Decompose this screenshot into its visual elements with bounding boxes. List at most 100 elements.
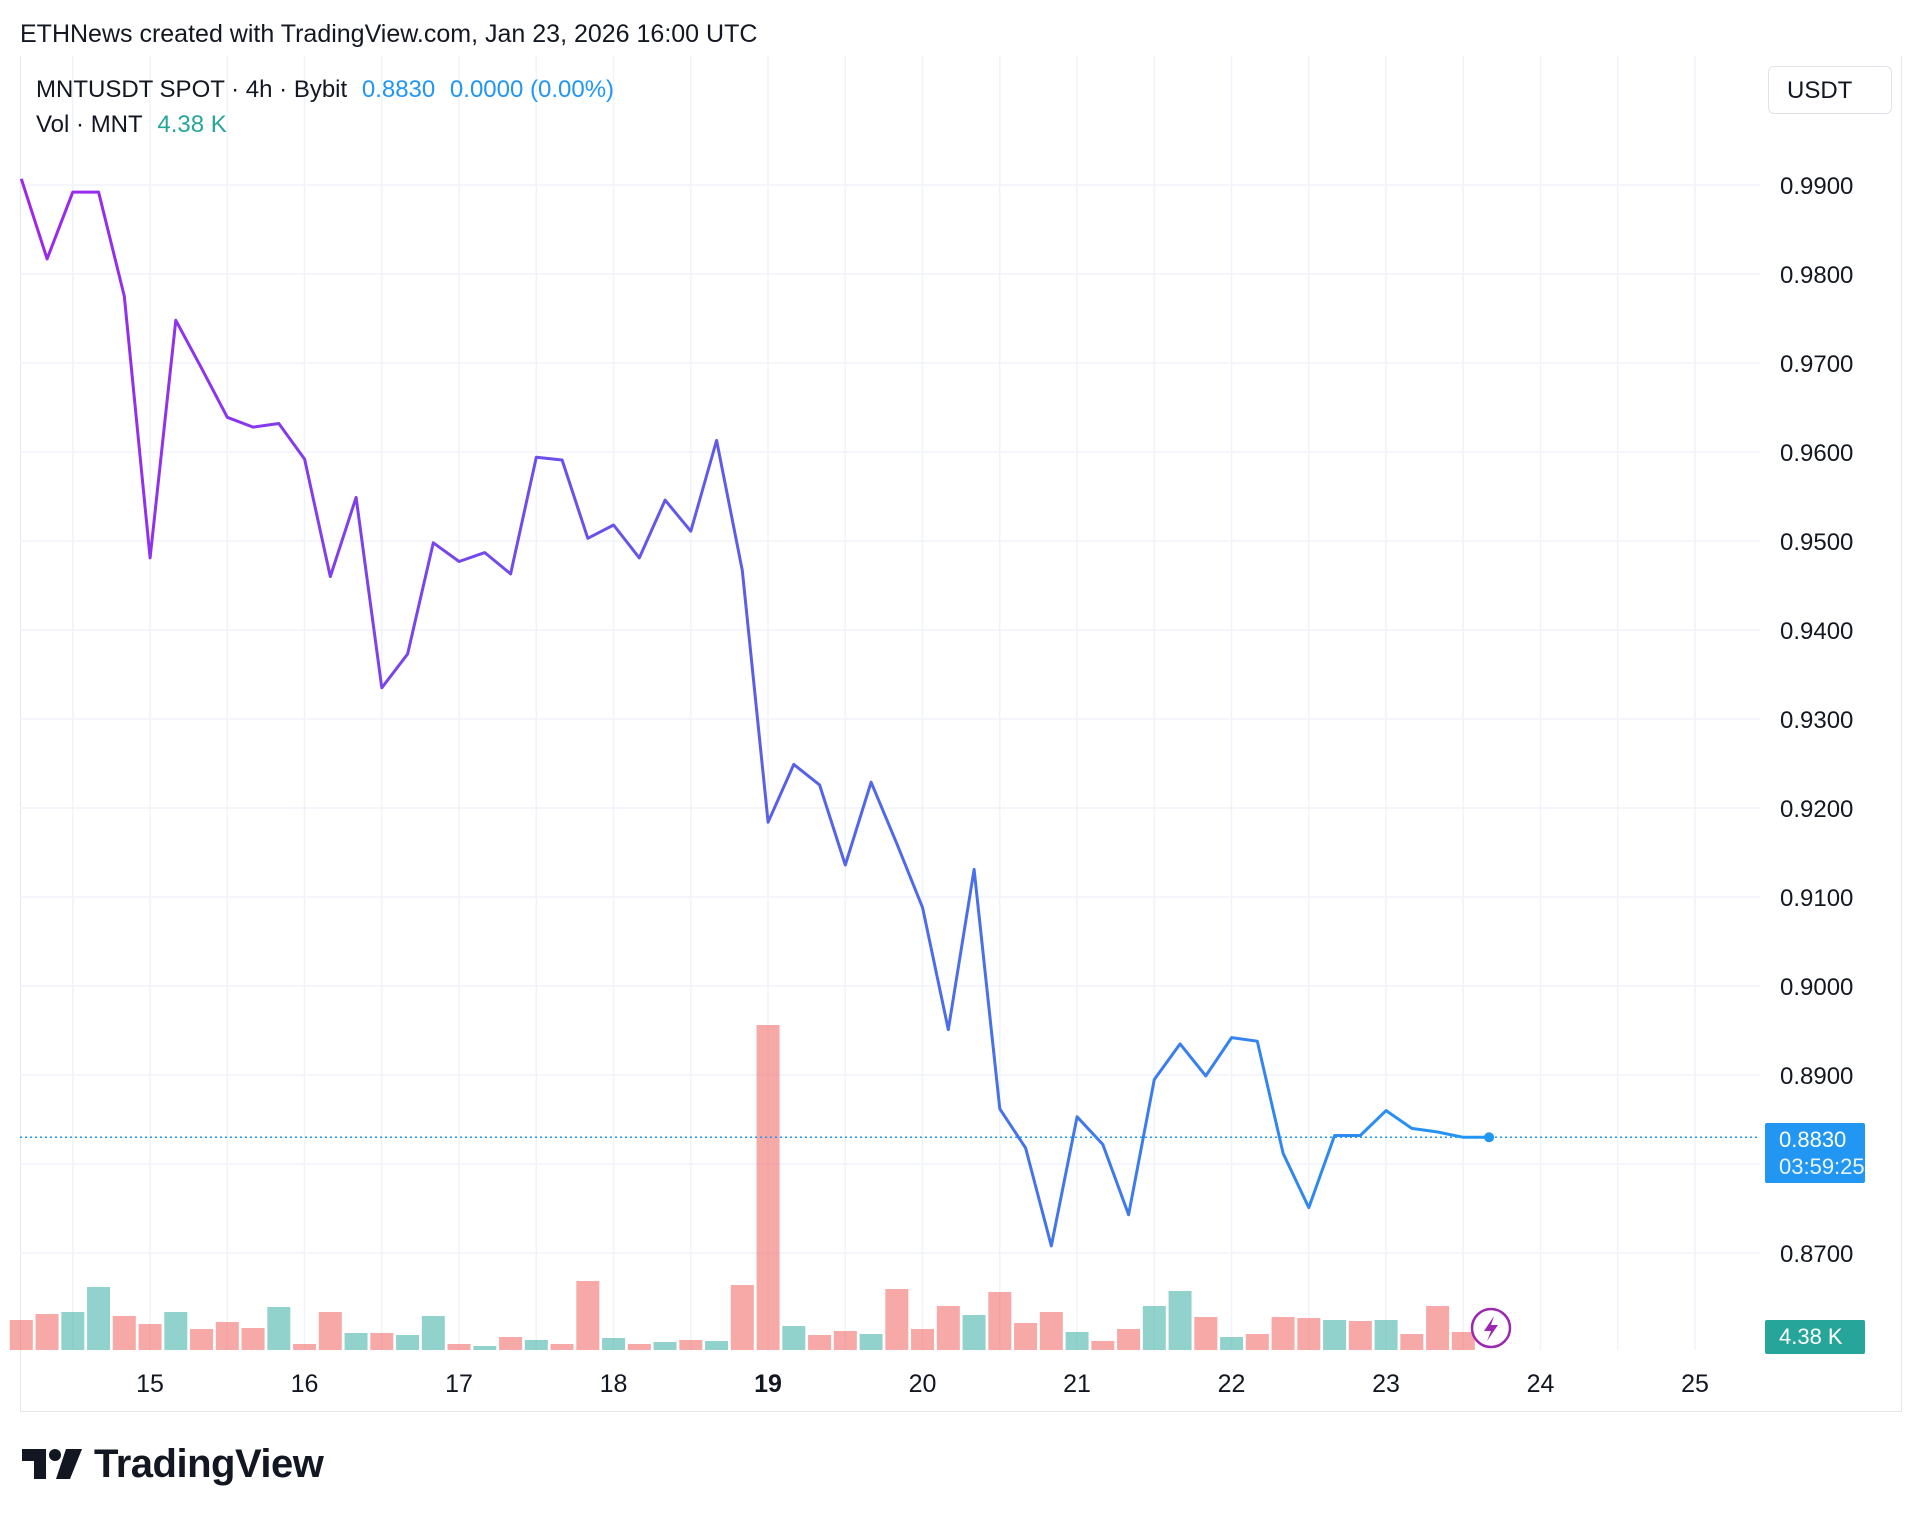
volume-bar — [190, 1329, 214, 1350]
y-tick-label: 0.9600 — [1780, 440, 1853, 467]
volume-bar — [267, 1307, 291, 1350]
volume-bar — [370, 1333, 394, 1350]
volume-bar — [1117, 1329, 1141, 1350]
volume-bar — [293, 1344, 317, 1350]
x-tick-label: 15 — [136, 1370, 164, 1398]
price-tag-value: 0.8830 — [1779, 1127, 1847, 1152]
volume-bar — [524, 1340, 548, 1350]
volume-bar — [499, 1337, 523, 1350]
volume-bar — [1374, 1320, 1398, 1350]
volume-bar — [1065, 1332, 1089, 1350]
volume-bar — [859, 1334, 883, 1350]
x-tick-label: 16 — [291, 1370, 319, 1398]
volume-bar — [1168, 1291, 1192, 1350]
price-change: 0.0000 (0.00%) — [449, 76, 615, 103]
y-tick-label: 0.8900 — [1780, 1063, 1853, 1090]
volume-bar — [1142, 1306, 1166, 1350]
volume-bar — [473, 1346, 497, 1350]
volume-bar — [885, 1289, 909, 1350]
volume-bar — [1271, 1317, 1295, 1350]
volume-value: 4.38 K — [157, 111, 227, 138]
volume-bar — [215, 1322, 239, 1350]
y-tick-label: 0.9800 — [1780, 262, 1853, 289]
volume-bar — [164, 1312, 188, 1350]
volume-bar — [962, 1315, 986, 1350]
lightning-icon — [1484, 1316, 1498, 1341]
volume-bar — [679, 1340, 703, 1350]
volume-bar — [833, 1331, 857, 1350]
y-tick-label: 0.9000 — [1780, 974, 1853, 1001]
chart-frame — [20, 56, 1902, 1412]
x-tick-label: 24 — [1527, 1370, 1555, 1398]
y-tick-label: 0.9500 — [1780, 529, 1853, 556]
symbol-label[interactable]: MNTUSDT SPOT · 4h · Bybit — [36, 76, 348, 103]
volume-bar — [988, 1292, 1012, 1350]
volume-bar — [1245, 1334, 1269, 1350]
volume-bar — [550, 1344, 574, 1350]
symbol-legend: MNTUSDT SPOT · 4h · Bybit 0.8830 0.0000 … — [36, 76, 622, 104]
x-tick-label: 17 — [445, 1370, 473, 1398]
volume-bar — [705, 1341, 729, 1350]
x-tick-label: 25 — [1681, 1370, 1709, 1398]
volume-bar — [602, 1338, 626, 1350]
volume-bar — [730, 1285, 754, 1350]
y-tick-label: 0.8700 — [1780, 1241, 1853, 1268]
volume-bar — [447, 1344, 471, 1350]
volume-bar — [653, 1342, 677, 1350]
tradingview-wordmark: TradingView — [94, 1441, 324, 1486]
x-tick-label: 21 — [1063, 1370, 1091, 1398]
volume-bar — [318, 1312, 342, 1350]
volume-bar — [1400, 1334, 1424, 1350]
volume-legend: Vol · MNT 4.38 K — [36, 111, 235, 139]
tradingview-logo[interactable]: TradingView — [22, 1440, 324, 1488]
volume-bar — [35, 1314, 59, 1350]
volume-bar — [1039, 1312, 1063, 1350]
y-tick-label: 0.9400 — [1780, 618, 1853, 645]
y-tick-label: 0.9100 — [1780, 885, 1853, 912]
volume-bar — [1014, 1323, 1038, 1350]
volume-bar — [87, 1287, 111, 1350]
volume-bar — [1297, 1318, 1321, 1350]
volume-bar — [1348, 1321, 1372, 1350]
volume-label[interactable]: Vol · MNT — [36, 111, 143, 138]
volume-bar — [112, 1316, 136, 1350]
y-tick-label: 0.9700 — [1780, 351, 1853, 378]
x-tick-label: 22 — [1218, 1370, 1246, 1398]
volume-bar — [936, 1306, 960, 1350]
volume-bar — [808, 1335, 832, 1350]
volume-bar — [1426, 1306, 1450, 1350]
volume-bar — [9, 1320, 33, 1350]
currency-button[interactable]: USDT — [1768, 66, 1892, 114]
volume-bar — [1091, 1341, 1115, 1350]
volume-tag: 4.38 K — [1765, 1320, 1865, 1354]
x-tick-label: 20 — [909, 1370, 937, 1398]
volume-bar — [911, 1329, 935, 1350]
last-price-tag: 0.8830 03:59:25 — [1765, 1123, 1865, 1183]
tradingview-logo-icon — [22, 1449, 82, 1479]
volume-bar — [782, 1326, 806, 1350]
y-tick-label: 0.9300 — [1780, 707, 1853, 734]
volume-bar — [576, 1281, 600, 1350]
volume-bar — [756, 1025, 780, 1350]
x-tick-label: 18 — [600, 1370, 628, 1398]
volume-bar — [1323, 1320, 1347, 1350]
last-price-point — [1484, 1132, 1495, 1143]
volume-bar — [421, 1316, 445, 1350]
last-price: 0.8830 — [361, 76, 436, 103]
volume-bar — [1451, 1332, 1475, 1350]
volume-bar — [1194, 1317, 1218, 1350]
volume-bar — [344, 1333, 368, 1350]
x-tick-label: 23 — [1372, 1370, 1400, 1398]
price-tag-countdown: 03:59:25 — [1779, 1154, 1865, 1179]
price-line — [19, 178, 1490, 1248]
x-tick-label: 19 — [754, 1370, 782, 1398]
volume-bar — [138, 1324, 162, 1350]
y-tick-label: 0.9200 — [1780, 796, 1853, 823]
volume-bar — [396, 1335, 420, 1350]
volume-bar — [61, 1312, 85, 1350]
volume-bar — [627, 1344, 651, 1350]
chart-credit: ETHNews created with TradingView.com, Ja… — [20, 20, 758, 48]
volume-bar — [1220, 1337, 1244, 1350]
y-tick-label: 0.9900 — [1780, 173, 1853, 200]
